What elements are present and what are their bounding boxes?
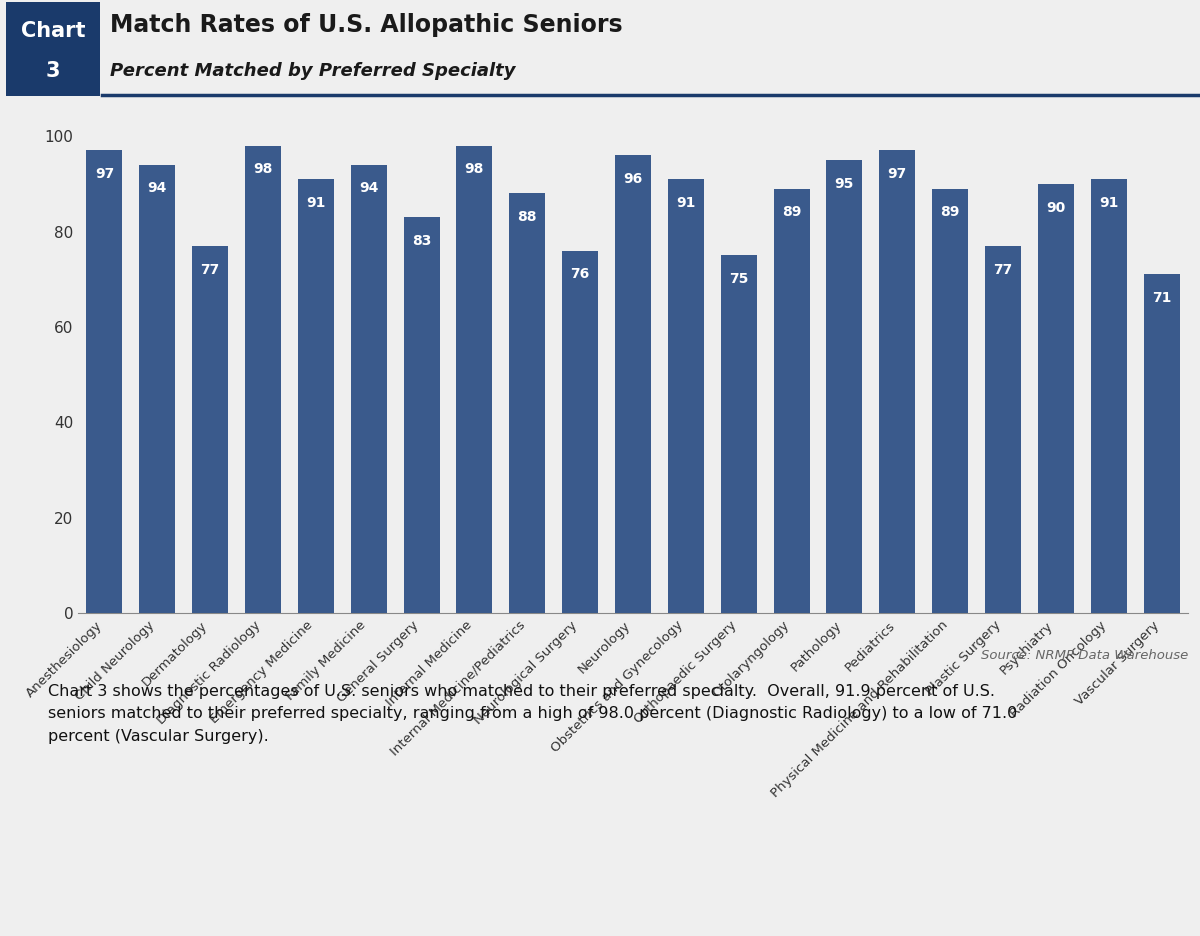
Bar [456, 146, 492, 613]
Text: 96: 96 [623, 172, 643, 186]
Text: Chart: Chart [20, 22, 85, 41]
Bar [509, 194, 545, 613]
Bar [298, 179, 334, 613]
Text: 91: 91 [306, 196, 325, 210]
Bar [562, 251, 598, 613]
Text: 89: 89 [941, 205, 960, 219]
Text: 94: 94 [359, 182, 378, 196]
Text: 77: 77 [994, 262, 1013, 276]
Bar [192, 246, 228, 613]
Text: Percent Matched by Preferred Specialty: Percent Matched by Preferred Specialty [110, 62, 516, 80]
Text: 90: 90 [1046, 200, 1066, 214]
Text: 97: 97 [95, 168, 114, 182]
Bar [721, 256, 757, 613]
Text: 89: 89 [782, 205, 802, 219]
Text: 88: 88 [517, 210, 538, 224]
Text: 94: 94 [148, 182, 167, 196]
Bar [827, 160, 863, 613]
Text: 91: 91 [676, 196, 696, 210]
Bar [668, 179, 704, 613]
Bar [350, 165, 386, 613]
Text: 77: 77 [200, 262, 220, 276]
Bar [932, 189, 968, 613]
Bar [1091, 179, 1127, 613]
Text: 95: 95 [835, 177, 854, 191]
Bar [880, 151, 916, 613]
Bar [1144, 274, 1180, 613]
FancyBboxPatch shape [6, 2, 100, 96]
Bar [86, 151, 122, 613]
Text: 83: 83 [412, 234, 431, 248]
Bar [139, 165, 175, 613]
Text: 98: 98 [464, 162, 484, 176]
Bar [985, 246, 1021, 613]
Text: 71: 71 [1152, 291, 1171, 305]
Text: Chart 3 shows the percentages of U.S. seniors who matched to their preferred spe: Chart 3 shows the percentages of U.S. se… [48, 683, 1018, 744]
Text: 75: 75 [730, 272, 749, 286]
Text: 97: 97 [888, 168, 907, 182]
Text: 76: 76 [570, 268, 589, 282]
Text: Source: NRMP Data Warehouse: Source: NRMP Data Warehouse [980, 649, 1188, 662]
Text: Match Rates of U.S. Allopathic Seniors: Match Rates of U.S. Allopathic Seniors [110, 12, 623, 37]
Bar [1038, 183, 1074, 613]
Bar [774, 189, 810, 613]
Text: 91: 91 [1099, 196, 1118, 210]
Text: 98: 98 [253, 162, 272, 176]
Bar [616, 155, 650, 613]
Bar [245, 146, 281, 613]
Bar [403, 217, 439, 613]
Text: 3: 3 [46, 61, 60, 80]
